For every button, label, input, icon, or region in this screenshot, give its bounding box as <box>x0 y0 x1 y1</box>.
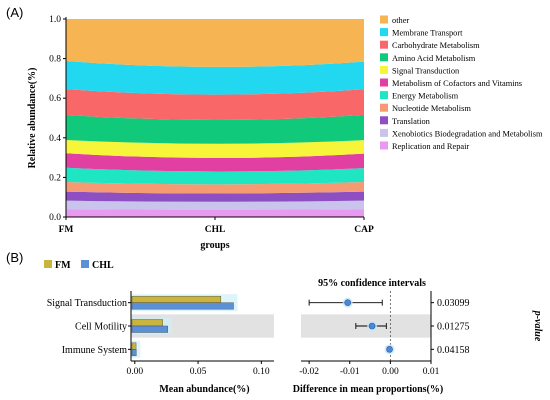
bar <box>131 325 168 333</box>
area-band-5 <box>66 153 364 172</box>
legend-swatch <box>380 78 388 87</box>
bar <box>131 349 137 357</box>
area-band-4 <box>66 167 364 185</box>
area-band-0 <box>66 209 364 217</box>
bar <box>131 295 222 303</box>
area-band-7 <box>66 114 364 144</box>
legend-swatch <box>380 40 388 49</box>
area-ytick-label: 1.0 <box>49 15 61 25</box>
area-ytick-label: 0.0 <box>49 213 61 223</box>
ci-xtick-label: -0.01 <box>340 367 360 377</box>
legend-label: Translation <box>392 117 431 126</box>
area-legend: other Membrane Transport Carbohydrate Meta… <box>380 15 543 151</box>
area-band-3 <box>66 181 364 194</box>
bar-xtick-label: 0.05 <box>190 367 207 377</box>
ci-point <box>344 299 352 306</box>
ci-xtick-label: 0.00 <box>382 367 399 377</box>
area-ytick-label: 0.8 <box>49 55 61 65</box>
area-y-title: Relative abundance(%) <box>27 68 38 169</box>
area-band-10 <box>66 19 364 67</box>
ci-x-title: Difference in mean proportions(%) <box>293 384 443 395</box>
bar-category-label: Immune System <box>62 345 127 356</box>
panel-a-label: (A) <box>6 5 23 20</box>
area-xtick-label: FM <box>59 225 74 235</box>
legend-swatch <box>380 65 388 74</box>
panel-b-label: (B) <box>6 250 23 265</box>
ci-xtick-label: 0.01 <box>423 367 440 377</box>
bar <box>131 319 163 327</box>
legend-label: Signal Transduction <box>392 66 460 75</box>
legend-label: Carbohydrate Metabolism <box>392 41 480 50</box>
legend-swatch <box>380 15 388 24</box>
p-value-label: 0.04158 <box>437 345 470 356</box>
legend-label: Replication and Repair <box>392 142 469 151</box>
area-band-2 <box>66 191 364 202</box>
mean-abundance-bar-chart: FM CHL Signal Transduction Cell Motility Imm… <box>44 260 274 395</box>
legend-label: Metabolism of Cofactors and Vitamins <box>392 79 522 88</box>
bar-legend-label: CHL <box>92 260 114 271</box>
area-band-8 <box>66 89 364 120</box>
legend-swatch <box>380 141 388 150</box>
legend-swatch <box>380 91 388 100</box>
legend-swatch <box>380 28 388 37</box>
ci-xtick-label: -0.02 <box>299 367 319 377</box>
area-band-9 <box>66 60 364 95</box>
legend-label: Amino Acid Metabolism <box>392 54 476 63</box>
ci-point <box>386 346 393 353</box>
ci-y-title: p-value <box>532 310 543 342</box>
area-ytick-label: 0.6 <box>49 94 61 104</box>
bar-legend-label: FM <box>55 260 71 271</box>
legend-swatch <box>380 53 388 62</box>
area-ytick-label: 0.2 <box>49 173 61 183</box>
bar-category-label: Signal Transduction <box>47 298 127 309</box>
ci-title: 95% confidence intervals <box>318 278 426 289</box>
bar <box>131 342 137 350</box>
legend-label: Membrane Transport <box>392 29 463 38</box>
ci-point <box>368 322 376 330</box>
legend-swatch <box>380 103 388 112</box>
area-band-6 <box>66 139 364 158</box>
legend-swatch <box>380 116 388 125</box>
bar <box>131 302 234 310</box>
stacked-area-chart: 0.0 0.2 0.4 0.6 0.8 1.0 FM CHL CAP groups Relative… <box>27 15 374 251</box>
legend-label: Nucleotide Metabolism <box>392 104 471 113</box>
legend-swatch <box>380 128 388 137</box>
area-xtick-label: CAP <box>354 225 374 235</box>
bar-legend-swatch <box>44 260 52 268</box>
p-value-label: 0.01275 <box>437 322 470 333</box>
confidence-interval-chart: 95% confidence intervals 0.03099 0.01275 0.… <box>293 278 543 395</box>
legend-label: other <box>392 16 409 25</box>
area-xtick-label: CHL <box>205 225 226 235</box>
area-band-1 <box>66 200 364 210</box>
legend-label: Xenobiotics Biodegradation and Metabolis… <box>392 129 543 138</box>
bar-x-title: Mean abundance(%) <box>159 384 249 395</box>
bar-legend-swatch <box>81 260 89 268</box>
legend-label: Energy Metabolism <box>392 92 459 101</box>
bar-category-label: Cell Motility <box>75 322 127 333</box>
bar-xtick-label: 0.10 <box>253 367 270 377</box>
p-value-label: 0.03099 <box>437 298 470 309</box>
area-ytick-label: 0.4 <box>49 134 61 144</box>
bar-xtick-label: 0.00 <box>126 367 143 377</box>
area-x-title: groups <box>200 240 229 251</box>
